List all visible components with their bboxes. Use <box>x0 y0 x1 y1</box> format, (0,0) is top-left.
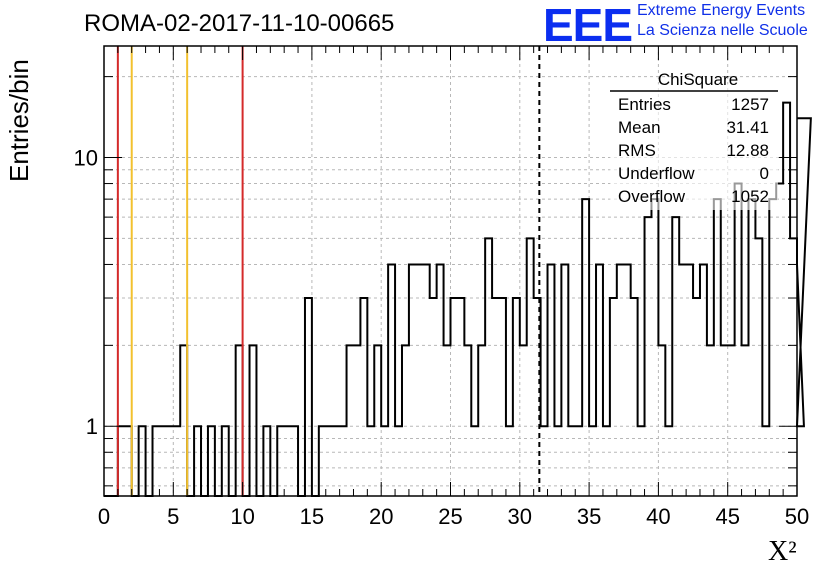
stats-label: Mean <box>618 118 661 137</box>
stats-value: 1052 <box>731 187 769 206</box>
y-axis-label: Entries/bin <box>4 59 34 182</box>
x-tick-label: 35 <box>577 504 601 529</box>
stats-label: RMS <box>618 141 656 160</box>
x-tick-label: 45 <box>715 504 739 529</box>
x-tick-label: 40 <box>646 504 670 529</box>
histogram-outline <box>104 101 812 497</box>
plot-title: ROMA-02-2017-11-10-00665 <box>84 10 395 37</box>
x-tick-label: 50 <box>785 504 809 529</box>
stats-value: 31.41 <box>726 118 769 137</box>
x-tick-label: 15 <box>300 504 324 529</box>
stats-value: 12.88 <box>726 141 769 160</box>
eee-logo: EEE <box>543 0 633 51</box>
x-tick-label: 25 <box>438 504 462 529</box>
x-axis-label: X² <box>768 536 797 567</box>
logo-line-2: La Scienza nelle Scuole <box>637 22 808 39</box>
stats-value: 0 <box>760 164 769 183</box>
stats-label: Entries <box>618 95 671 114</box>
stats-box: ChiSquare Entries 1257 Mean 31.41 RMS 12.88 Und… <box>610 70 778 210</box>
stats-label: Underflow <box>618 164 695 183</box>
histogram-bars <box>104 101 812 497</box>
stats-value: 1257 <box>731 95 769 114</box>
x-tick-label: 0 <box>98 504 110 529</box>
x-tick-label: 20 <box>369 504 393 529</box>
x-tick-label: 5 <box>167 504 179 529</box>
y-tick-label: 10 <box>74 146 98 171</box>
ticks: 0 5 10 15 20 25 30 35 40 45 50 1 10 <box>74 46 809 529</box>
stats-label: Overflow <box>618 187 686 206</box>
x-tick-label: 30 <box>508 504 532 529</box>
marker-lines <box>116 46 541 496</box>
stats-box-bg <box>610 84 778 210</box>
logo-line-1: Extreme Energy Events <box>637 2 806 19</box>
x-tick-label: 10 <box>230 504 254 529</box>
y-tick-label: 1 <box>86 414 98 439</box>
stats-title: ChiSquare <box>658 70 738 89</box>
